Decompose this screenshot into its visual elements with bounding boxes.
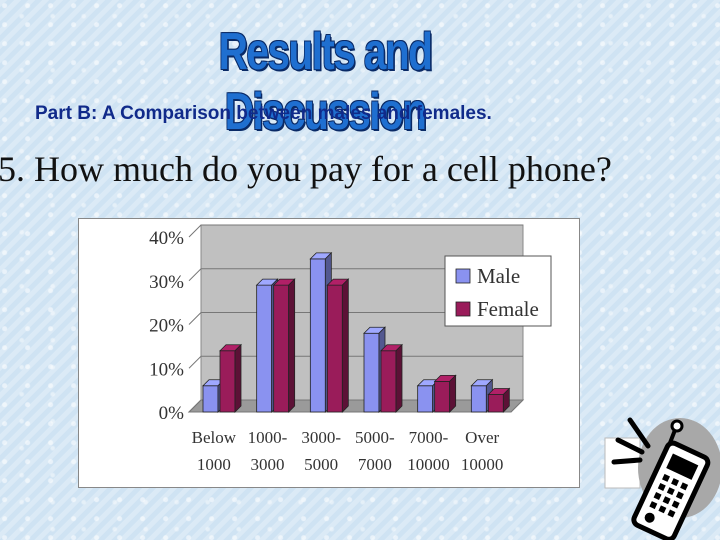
bar-side	[449, 374, 457, 413]
slide-title: Results and Discussion	[218, 23, 433, 141]
y-tick-label: 0%	[159, 403, 185, 424]
legend-swatch-male	[455, 268, 471, 284]
slide-subtitle: Part B: A Comparison between males and f…	[35, 103, 492, 124]
bar-side	[341, 278, 349, 413]
bar-female	[273, 284, 290, 413]
gridline	[188, 355, 523, 369]
bar-male	[309, 258, 326, 413]
chart-container: 0% 10% 20% 30% 40% Below 1000 1000- 3000 3000- 500…	[78, 218, 580, 488]
x-tick-label: 5000	[304, 455, 338, 474]
bar-male	[470, 385, 487, 413]
bar-female	[326, 284, 343, 413]
y-tick-label: 10%	[149, 359, 184, 380]
x-tick-label: 1000-	[248, 428, 288, 447]
gridline	[188, 312, 523, 325]
x-tick-label: 10000	[407, 455, 450, 474]
x-tick-label: 1000	[197, 455, 231, 474]
x-tick-label: 7000	[358, 455, 392, 474]
bar-female	[219, 350, 236, 413]
gridline	[188, 224, 523, 238]
question-text: 5. How much do you pay for a cell phone?	[0, 149, 612, 189]
x-tick-label: Below	[192, 428, 237, 447]
bar-female	[487, 394, 504, 413]
y-tick-label: 20%	[149, 316, 184, 337]
x-tick-label: 7000-	[409, 428, 449, 447]
y-tick-label: 40%	[149, 228, 184, 249]
bar-male	[363, 332, 380, 413]
x-tick-label: 3000	[251, 455, 285, 474]
legend-label-female: Female	[477, 297, 539, 321]
gridline	[188, 268, 523, 282]
bar-side	[502, 387, 510, 413]
x-tick-label: Over	[465, 428, 499, 447]
gridline	[188, 399, 523, 413]
bar-male	[256, 284, 273, 413]
legend-label-male: Male	[477, 264, 520, 288]
bar-side	[234, 343, 242, 413]
bar-female	[380, 350, 397, 413]
bar-chart: 0% 10% 20% 30% 40% Below 1000 1000- 3000 3000- 500…	[149, 224, 552, 474]
x-tick-label: 10000	[461, 455, 504, 474]
bar-side	[395, 343, 403, 413]
bar-side	[288, 278, 296, 413]
x-tick-label: 3000-	[301, 428, 341, 447]
bar-male	[202, 385, 219, 413]
legend-swatch-female	[455, 301, 471, 317]
bar-male	[417, 385, 434, 413]
bar-female	[434, 380, 451, 413]
x-tick-label: 5000-	[355, 428, 395, 447]
cell-phone-icon	[604, 417, 720, 540]
y-tick-label: 30%	[149, 272, 184, 293]
